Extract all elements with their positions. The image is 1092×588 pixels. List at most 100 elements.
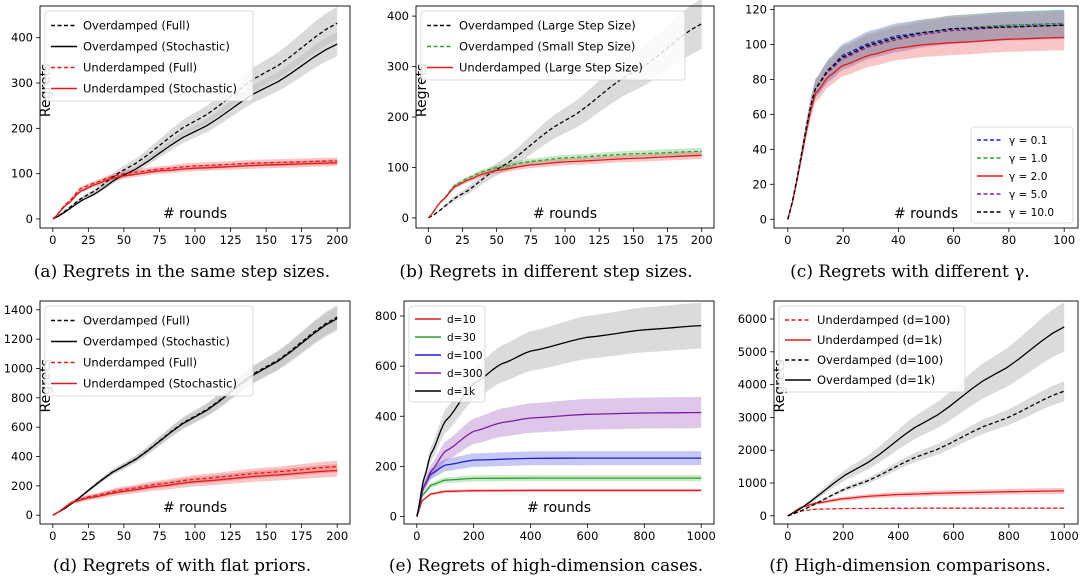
x-tick-label: 40 — [891, 233, 906, 247]
x-tick-label: 400 — [887, 529, 909, 543]
y-tick-label: 120 — [745, 2, 767, 16]
series-band — [787, 302, 1065, 516]
y-tick-label: 200 — [11, 479, 33, 493]
legend-label: Overdamped (Full) — [83, 19, 190, 33]
chart-a-svg: 0 25 50 75 100 125 150 175 200 0 100 200 300 400 # rou… — [11, 5, 351, 247]
chart-f-svg: 0 200 400 600 800 1000 0 1000 2000 3000 4000 5000 60… — [738, 300, 1079, 543]
x-tick-label: 20 — [836, 233, 851, 247]
legend-box — [778, 305, 966, 393]
series-band — [52, 159, 338, 219]
x-tick-label: 200 — [326, 233, 348, 247]
x-tick-label: 25 — [81, 233, 96, 247]
series-line — [416, 411, 702, 517]
legend-label: Overdamped (Full) — [83, 314, 190, 328]
x-tick-label: 175 — [657, 233, 679, 247]
series-line — [416, 324, 702, 517]
chart-c-svg: 0 20 40 60 80 100 0 20 40 60 80 100 120 # rounds γ = 0… — [745, 2, 1079, 247]
y-tick-label: 1000 — [738, 476, 767, 490]
chart-e-svg: 0 200 400 600 800 1000 0 200 400 600 800 # rounds d=… — [375, 300, 716, 543]
legend: d=10 d=30 d=100 d=300 d=1k — [408, 305, 486, 403]
legend: Overdamped (Large Step Size) Overdamped (… — [420, 10, 686, 81]
chart-panel-d: 0 25 50 75 100 125 150 175 200 0 200 400 600 800 1000 1… — [0, 294, 364, 588]
plot-area — [52, 6, 338, 220]
caption-a: (a) Regrets in the same step sizes. — [33, 262, 331, 282]
legend-box — [420, 10, 686, 81]
y-tick-label: 400 — [11, 31, 33, 45]
y-tick-label: 300 — [387, 60, 409, 74]
legend-label: Overdamped (d=100) — [817, 353, 943, 367]
x-tick-label: 175 — [291, 233, 313, 247]
y-tick-label: 600 — [375, 359, 397, 373]
x-axis-label: # rounds — [894, 206, 958, 222]
chart-panel-a: 0 25 50 75 100 125 150 175 200 0 100 200 300 400 # rou… — [0, 0, 364, 294]
x-tick-label: 0 — [425, 233, 432, 247]
x-tick-label: 175 — [291, 529, 313, 543]
x-tick-label: 800 — [998, 529, 1020, 543]
series-line — [52, 469, 338, 516]
plot-area — [52, 305, 338, 516]
legend-label: Overdamped (d=1k) — [817, 373, 935, 387]
series-line — [416, 489, 702, 517]
y-tick-label: 400 — [387, 9, 409, 23]
y-tick-label: 600 — [11, 420, 33, 434]
y-tick-label: 300 — [11, 76, 33, 90]
chart-panel-c: 0 20 40 60 80 100 0 20 40 60 80 100 120 # rounds γ = 0… — [728, 0, 1092, 294]
x-tick-label: 0 — [784, 529, 791, 543]
x-axis-label: # rounds — [163, 206, 227, 222]
y-tick-label: 0 — [402, 211, 409, 225]
plot-frame — [403, 300, 715, 525]
chart-panel-b: 0 25 50 75 100 125 150 175 200 0 100 200 300 400 # rou… — [364, 0, 728, 294]
plot-area — [416, 302, 702, 517]
x-tick-label: 1000 — [1050, 529, 1079, 543]
series-band — [787, 11, 1065, 220]
series-band — [52, 6, 338, 219]
x-tick-label: 150 — [255, 233, 277, 247]
legend-label: Underdamped (Stochastic) — [83, 82, 237, 96]
series-band — [52, 460, 338, 516]
series-line — [787, 24, 1065, 220]
series-line — [52, 22, 338, 220]
series-line — [52, 160, 338, 220]
series-band — [52, 157, 338, 219]
series-band — [787, 24, 1065, 220]
legend-label: γ = 0.1 — [1009, 135, 1047, 147]
y-tick-label: 80 — [752, 72, 767, 86]
caption-b: (b) Regrets in different step sizes. — [399, 262, 693, 282]
y-tick-label: 100 — [745, 37, 767, 51]
x-tick-label: 150 — [255, 529, 277, 543]
x-tick-label: 200 — [691, 233, 713, 247]
x-tick-label: 0 — [784, 233, 791, 247]
series-line — [787, 390, 1065, 517]
x-tick-label: 75 — [152, 233, 167, 247]
series-line — [52, 43, 338, 220]
y-tick-label: 1000 — [4, 361, 33, 375]
x-tick-label: 25 — [455, 233, 470, 247]
series-band — [787, 381, 1065, 516]
legend-label: γ = 2.0 — [1009, 171, 1047, 183]
x-tick-label: 400 — [520, 529, 542, 543]
series-line — [427, 23, 703, 219]
legend-label: d=30 — [447, 332, 476, 344]
x-tick-label: 100 — [554, 233, 576, 247]
legend: Overdamped (Full) Overdamped (Stochastic)… — [44, 305, 254, 397]
x-tick-label: 50 — [489, 233, 504, 247]
legend-label: Underdamped (Full) — [83, 356, 197, 370]
y-tick-label: 200 — [387, 110, 409, 124]
legend: Overdamped (Full) Overdamped (Stochastic)… — [44, 10, 254, 102]
caption-c: (c) Regrets with different γ. — [790, 262, 1030, 282]
legend-label: Overdamped (Small Step Size) — [459, 40, 635, 54]
y-tick-label: 400 — [11, 450, 33, 464]
legend-label: d=100 — [447, 350, 483, 362]
legend-label: d=10 — [447, 314, 476, 326]
caption-e: (e) Regrets of high-dimension cases. — [388, 556, 704, 576]
legend: γ = 0.1 γ = 1.0 γ = 2.0 γ = 5.0 γ = 10.0 — [970, 126, 1074, 224]
y-tick-label: 4000 — [738, 378, 767, 392]
y-tick-label: 0 — [760, 509, 767, 523]
x-tick-label: 0 — [49, 233, 56, 247]
x-tick-label: 100 — [1053, 233, 1075, 247]
x-tick-label: 150 — [622, 233, 644, 247]
legend: Underdamped (d=100) Underdamped (d=1k) Ove… — [778, 305, 966, 393]
series-band — [52, 464, 338, 516]
caption-f: (f) High-dimension comparisons. — [769, 556, 1051, 576]
legend-label: Underdamped (Large Step Size) — [459, 61, 643, 75]
